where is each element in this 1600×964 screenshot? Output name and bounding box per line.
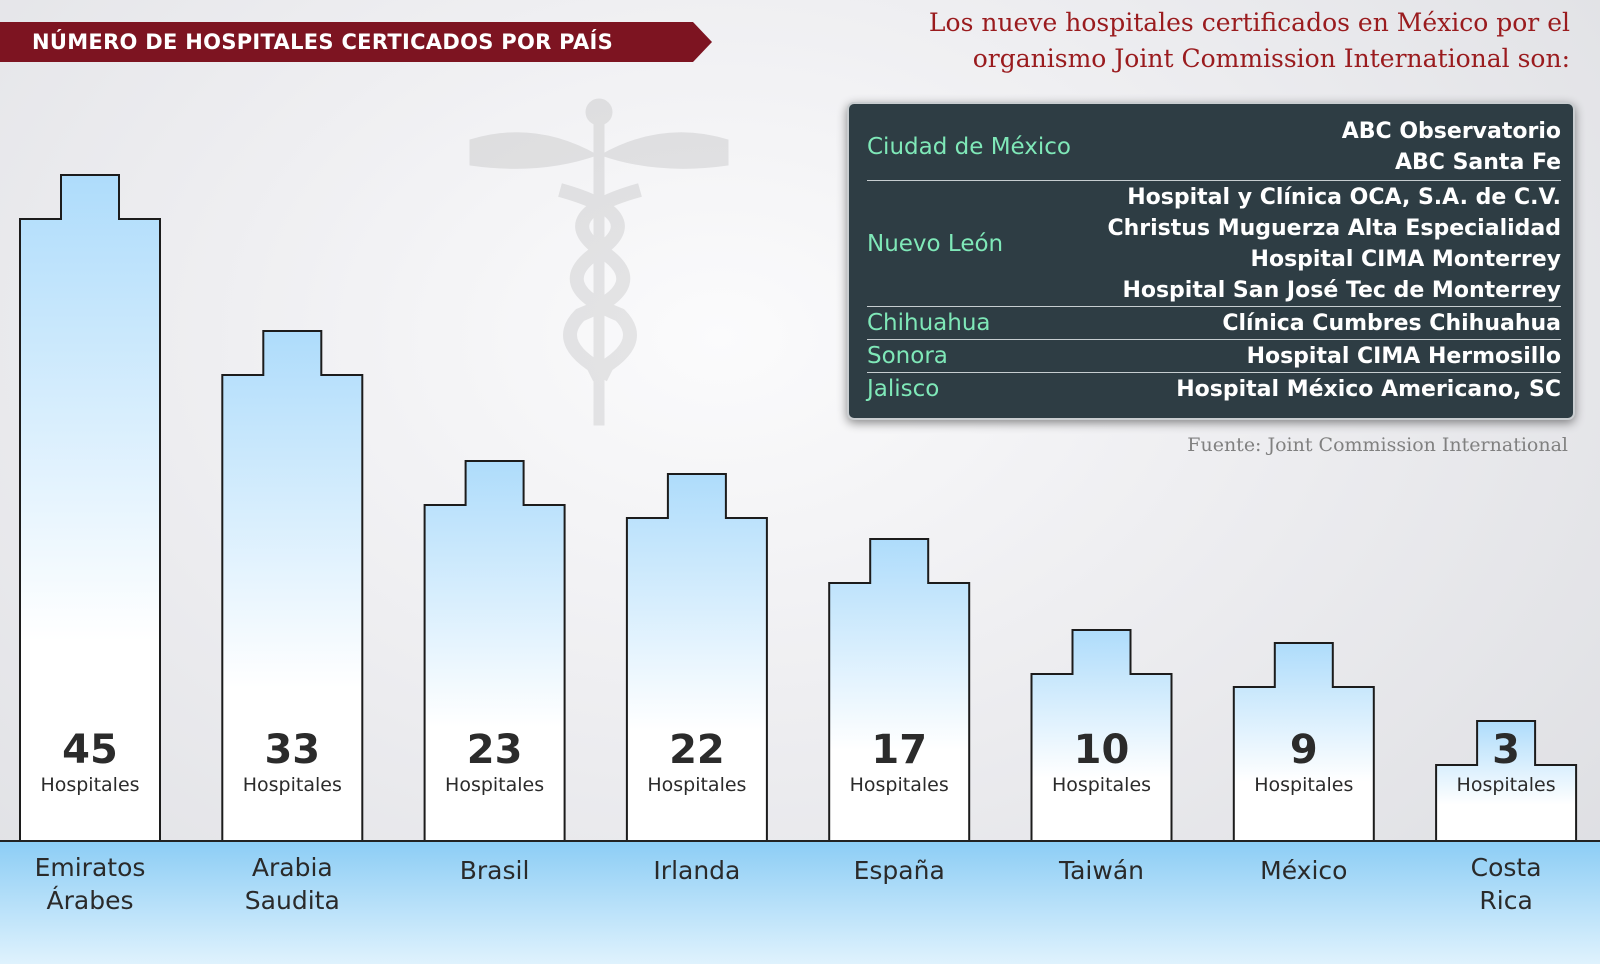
category-label: Irlanda bbox=[653, 856, 740, 885]
category-label: México bbox=[1260, 856, 1347, 885]
hospital-list: Hospital CIMA Hermosillo bbox=[1247, 341, 1561, 372]
category-label: Taiwán bbox=[1058, 856, 1144, 885]
category-label: Costa bbox=[1471, 853, 1542, 882]
state-label: Sonora bbox=[867, 343, 948, 369]
bar-unit-label: Hospitales bbox=[243, 774, 342, 796]
bar-value-label: 17 bbox=[871, 727, 927, 773]
category-label: España bbox=[854, 856, 945, 885]
category-label: Arabia bbox=[252, 853, 333, 882]
table-row: Chihuahua Clínica Cumbres Chihuahua bbox=[867, 307, 1561, 340]
category-label: Emiratos bbox=[35, 853, 146, 882]
bar bbox=[1030, 629, 1173, 842]
bar bbox=[1435, 720, 1578, 842]
bar-unit-label: Hospitales bbox=[445, 774, 544, 796]
bar-unit-label: Hospitales bbox=[1457, 774, 1556, 796]
bar-unit-label: Hospitales bbox=[40, 774, 139, 796]
state-label: Chihuahua bbox=[867, 310, 991, 336]
hospital-name: ABC Santa Fe bbox=[1394, 150, 1561, 175]
caduceus-watermark-icon bbox=[469, 98, 729, 426]
category-label: Brasil bbox=[460, 856, 530, 885]
state-label: Jalisco bbox=[867, 376, 940, 402]
headline-line-1: Los nueve hospitales certificados en Méx… bbox=[928, 8, 1570, 37]
hospital-list: Hospital y Clínica OCA, S.A. de C.V. Chri… bbox=[1107, 182, 1561, 306]
table-row: Sonora Hospital CIMA Hermosillo bbox=[867, 340, 1561, 373]
category-label: Saudita bbox=[245, 886, 340, 915]
hospital-name: Hospital CIMA Hermosillo bbox=[1246, 343, 1561, 369]
table-row: Ciudad de México ABC Observatorio ABC Sant… bbox=[867, 114, 1561, 181]
bar bbox=[1232, 642, 1375, 842]
hospital-name: Clínica Cumbres Chihuahua bbox=[1222, 310, 1561, 336]
hospital-name: Hospital y Clínica OCA, S.A. de C.V. bbox=[1127, 184, 1561, 210]
table-row: Jalisco Hospital México Americano, SC bbox=[867, 373, 1561, 405]
state-label: Ciudad de México bbox=[867, 134, 1072, 160]
hospital-list: Clínica Cumbres Chihuahua bbox=[1222, 308, 1561, 339]
bar-value-label: 22 bbox=[669, 727, 725, 773]
bar-value-label: 33 bbox=[264, 727, 320, 773]
hospital-name: Hospital San José Tec de Monterrey bbox=[1122, 277, 1561, 303]
source-note: Fuente: Joint Commission International bbox=[1187, 434, 1568, 456]
bar-value-label: 23 bbox=[467, 727, 523, 773]
table-row: Nuevo León Hospital y Clínica OCA, S.A. d… bbox=[867, 181, 1561, 307]
bar-unit-label: Hospitales bbox=[850, 774, 949, 796]
bar-value-label: 9 bbox=[1290, 727, 1318, 773]
hospital-name: Christus Muguerza Alta Especialidad bbox=[1107, 215, 1561, 241]
bar bbox=[423, 460, 566, 842]
hospital-name: ABC Observatorio bbox=[1341, 119, 1561, 144]
bar bbox=[19, 174, 161, 842]
chart-title-banner: NÚMERO DE HOSPITALES CERTICADOS POR PAÍS bbox=[0, 22, 712, 62]
state-label: Nuevo León bbox=[867, 230, 1004, 257]
bar-unit-label: Hospitales bbox=[1052, 774, 1151, 796]
hospital-name: Hospital CIMA Monterrey bbox=[1250, 246, 1561, 272]
bar bbox=[221, 330, 364, 842]
bar-value-label: 45 bbox=[62, 727, 118, 773]
bar-value-label: 10 bbox=[1074, 727, 1130, 773]
hospital-name: Hospital México Americano, SC bbox=[1176, 376, 1561, 402]
hospital-list: ABC Observatorio ABC Santa Fe bbox=[1342, 116, 1561, 178]
headline-line-2: organismo Joint Commission International… bbox=[972, 44, 1570, 73]
category-label: Árabes bbox=[47, 886, 134, 915]
bar bbox=[625, 473, 768, 842]
bar-unit-label: Hospitales bbox=[647, 774, 746, 796]
ground-band bbox=[0, 841, 1600, 964]
mexico-hospitals-panel: Ciudad de México ABC Observatorio ABC Sant… bbox=[847, 102, 1575, 420]
bar-value-label: 3 bbox=[1492, 727, 1520, 773]
bar bbox=[828, 538, 971, 842]
category-label: Rica bbox=[1479, 886, 1532, 915]
bar-unit-label: Hospitales bbox=[1254, 774, 1353, 796]
headline: Los nueve hospitales certificados en Méx… bbox=[770, 5, 1570, 77]
hospital-list: Hospital México Americano, SC bbox=[1176, 374, 1561, 405]
